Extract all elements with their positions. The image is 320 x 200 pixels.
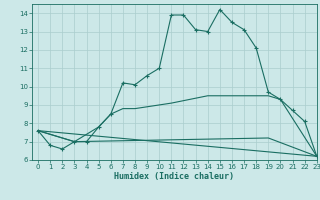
X-axis label: Humidex (Indice chaleur): Humidex (Indice chaleur): [115, 172, 234, 181]
